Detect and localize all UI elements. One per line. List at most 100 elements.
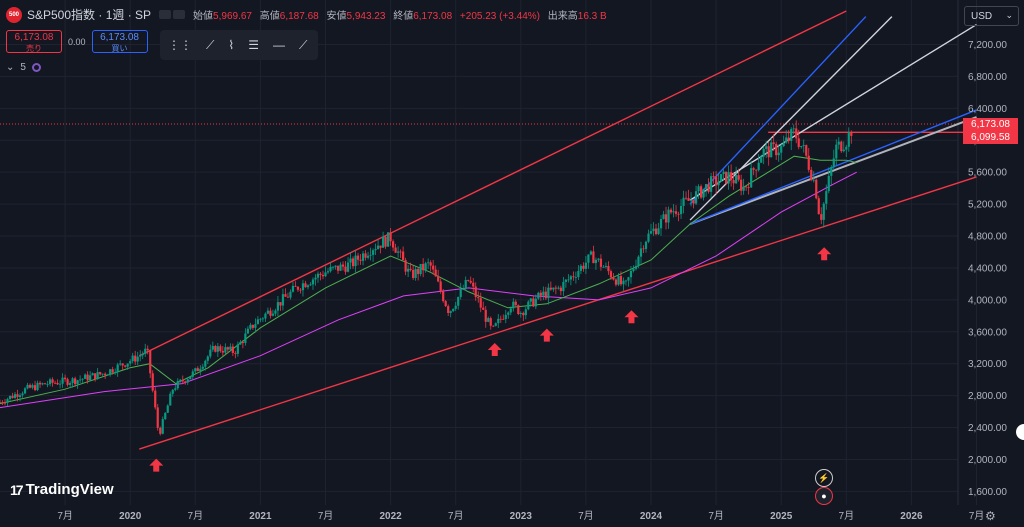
- trendlines[interactable]: [139, 10, 977, 450]
- candle-body: [131, 355, 134, 362]
- candle-body: [652, 228, 655, 232]
- candle-body: [196, 368, 199, 372]
- candle-body: [524, 309, 527, 316]
- candle-body: [26, 384, 29, 389]
- lightning-icon[interactable]: ⚡: [815, 469, 833, 487]
- candle-body: [745, 186, 748, 188]
- price-tick-label: 4,800.00: [968, 232, 1007, 243]
- trendline-tool-icon[interactable]: ⟋: [206, 37, 215, 52]
- candle-body: [214, 345, 217, 352]
- us-flag-icon[interactable]: ●: [815, 487, 833, 505]
- candle-body: [712, 176, 715, 178]
- candle-body: [659, 219, 663, 229]
- moving-averages: [0, 155, 857, 409]
- candle-body: [447, 306, 450, 313]
- candle-body: [740, 179, 743, 191]
- candle-body: [239, 342, 242, 345]
- candle-body: [291, 285, 295, 292]
- candle-body: [770, 142, 773, 158]
- candle-body: [512, 301, 515, 309]
- candle-body: [121, 363, 124, 366]
- path-tool-icon[interactable]: ⌇: [228, 38, 235, 52]
- candle-body: [715, 176, 718, 186]
- candle-body: [559, 287, 562, 292]
- candle-body: [201, 366, 204, 369]
- candle-body: [236, 344, 239, 354]
- price-tick-label: 5,600.00: [968, 168, 1007, 179]
- candle-body: [399, 251, 402, 253]
- hline-tool-icon[interactable]: ―: [273, 38, 286, 52]
- candle-body: [86, 374, 89, 381]
- drag-handle-icon[interactable]: ⋮⋮: [168, 38, 192, 52]
- up-arrow-icon: [624, 310, 639, 324]
- ray-tool-icon[interactable]: ⟋: [299, 37, 308, 52]
- sell-button[interactable]: 6,173.08 売り: [6, 30, 62, 53]
- candle-body: [484, 309, 487, 322]
- candle-body: [775, 143, 778, 156]
- candle-body: [38, 382, 42, 385]
- time-tick-label: 7月: [578, 510, 594, 522]
- time-axis[interactable]: 7月 2020 7月 2021 7月 2022 7月 2023 7月 2024 7月 2025 7月 20…: [57, 510, 984, 522]
- chevron-down-icon[interactable]: ⌄: [6, 62, 15, 73]
- candle-body: [146, 348, 149, 350]
- candle-body: [842, 149, 845, 152]
- candle-body: [474, 286, 477, 298]
- candle-body: [66, 379, 69, 385]
- candle-body: [795, 128, 798, 139]
- buy-button[interactable]: 6,173.08 買い: [91, 30, 148, 53]
- header-toggle[interactable]: [159, 10, 186, 19]
- time-tick-label: 2026: [900, 511, 923, 522]
- time-tick-label: 7月: [188, 510, 204, 522]
- candle-body: [209, 349, 212, 357]
- candle-body: [792, 128, 795, 130]
- candle-body: [274, 310, 277, 314]
- candle-body: [604, 265, 608, 267]
- symbol-title[interactable]: S&P500指数 · 1週 · SP: [27, 8, 152, 22]
- candle-body: [109, 369, 112, 375]
- trendline: [689, 16, 893, 221]
- candle-body: [459, 289, 462, 297]
- candle-body: [71, 378, 74, 384]
- candle-body: [326, 271, 330, 273]
- candle-body: [647, 233, 650, 242]
- candle-body: [750, 168, 753, 188]
- candle-body: [840, 141, 843, 152]
- candle-body: [124, 365, 127, 367]
- grid: [0, 0, 977, 505]
- candle-body: [632, 268, 635, 271]
- currency-select[interactable]: USD ⌄: [964, 6, 1019, 26]
- gear-icon[interactable]: ⚙: [985, 509, 996, 523]
- candle-body: [249, 324, 252, 329]
- candle-body: [532, 298, 535, 307]
- candle-body: [281, 294, 285, 306]
- candle-body: [96, 372, 99, 380]
- candle-body: [141, 353, 144, 356]
- candle-body: [309, 284, 312, 286]
- candle-body: [594, 259, 598, 264]
- candle-body: [499, 318, 502, 320]
- indicator-ring-icon[interactable]: [31, 63, 41, 72]
- candle-body: [181, 379, 184, 382]
- candle-body: [256, 319, 259, 325]
- tradingview-logo[interactable]: 17 TradingView: [10, 481, 114, 498]
- price-tick-label: 7,200.00: [968, 40, 1007, 51]
- candle-body: [246, 328, 249, 334]
- time-tick-label: 2024: [640, 511, 663, 522]
- candle-body: [785, 137, 788, 143]
- candle-body: [562, 282, 565, 292]
- candle-body: [522, 312, 525, 316]
- price-axis[interactable]: 7,200.006,800.006,400.006,000.005,600.00…: [968, 40, 1007, 498]
- candle-body: [199, 368, 202, 372]
- candle-body: [654, 228, 658, 235]
- candle-body: [517, 305, 520, 314]
- candle-body: [389, 232, 392, 242]
- candle-body: [339, 264, 342, 271]
- levels-tool-icon[interactable]: ☰: [248, 38, 260, 52]
- indicator-toggle[interactable]: ⌄ 5: [6, 62, 41, 73]
- last-price-label: 6,173.08: [963, 118, 1018, 131]
- candle-body: [619, 276, 623, 285]
- scroll-handle[interactable]: [1016, 424, 1024, 440]
- candle-body: [767, 146, 770, 158]
- candle-body: [156, 407, 159, 428]
